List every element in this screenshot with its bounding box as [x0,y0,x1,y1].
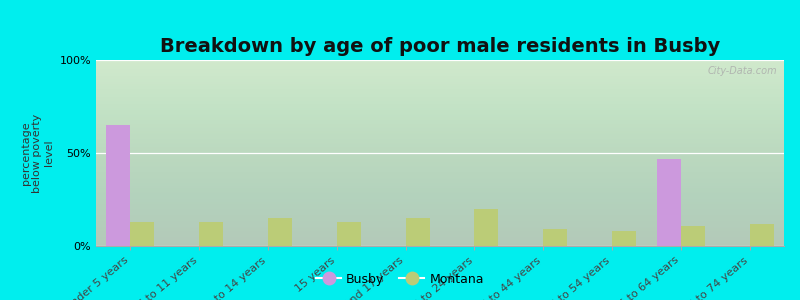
Bar [543,229,567,246]
Bar [268,218,292,246]
Bar [199,222,223,246]
Bar [612,231,636,246]
Bar [657,159,681,246]
Bar [337,222,361,246]
Bar [106,125,130,246]
Y-axis label: percentage
below poverty
level: percentage below poverty level [21,113,54,193]
Bar [474,209,498,246]
Bar [130,222,154,246]
Bar [681,226,705,246]
Bar [406,218,430,246]
Title: Breakdown by age of poor male residents in Busby: Breakdown by age of poor male residents … [160,37,720,56]
Legend: Busby, Montana: Busby, Montana [311,268,489,291]
Text: City-Data.com: City-Data.com [707,66,777,76]
Bar [750,224,774,246]
